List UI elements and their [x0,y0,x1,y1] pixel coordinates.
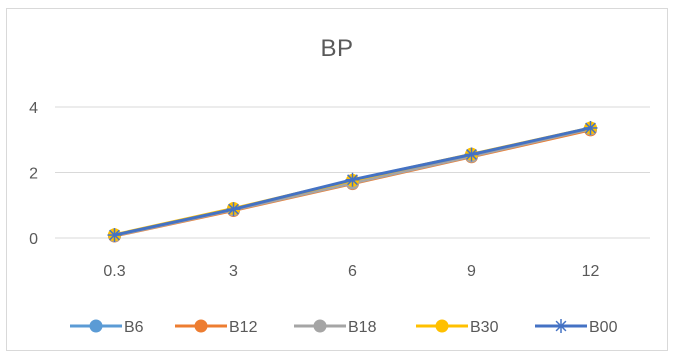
legend-label: B30 [470,319,499,336]
x-tick-label: 0.3 [103,263,125,280]
y-tick-label: 0 [29,231,38,248]
x-tick-label: 6 [348,263,357,280]
legend-marker [194,319,208,333]
y-tick-label: 4 [29,100,38,117]
y-axis-ticks: 0 2 4 [29,100,38,248]
x-tick-label: 3 [229,263,238,280]
data-point [226,202,241,217]
legend-marker [313,319,327,333]
chart-title: BP [320,35,354,62]
legend: B6 B12 B18 B30 B00 [70,319,618,336]
legend-label: B18 [348,319,377,336]
legend-marker [435,319,449,333]
data-point [107,228,122,243]
legend-label: B00 [589,319,618,336]
data-point [345,172,360,187]
legend-item-b18: B18 [294,319,377,336]
series-group [107,120,598,243]
legend-item-b6: B6 [70,319,144,336]
legend-item-b12: B12 [175,319,258,336]
legend-item-b30: B30 [416,319,499,336]
x-tick-label: 9 [467,263,476,280]
data-point [464,147,479,162]
chart-frame [6,8,668,351]
legend-label: B6 [124,319,144,336]
y-tick-label: 2 [29,166,38,183]
gridlines [55,106,650,239]
x-tick-label: 12 [582,263,600,280]
series-b00 [107,120,598,243]
legend-marker [554,319,568,333]
data-point [583,120,598,135]
legend-label: B12 [229,319,258,336]
legend-item-b00: B00 [535,319,618,336]
legend-marker [89,319,103,333]
x-axis-ticks: 0.3 3 6 9 12 [103,263,599,280]
